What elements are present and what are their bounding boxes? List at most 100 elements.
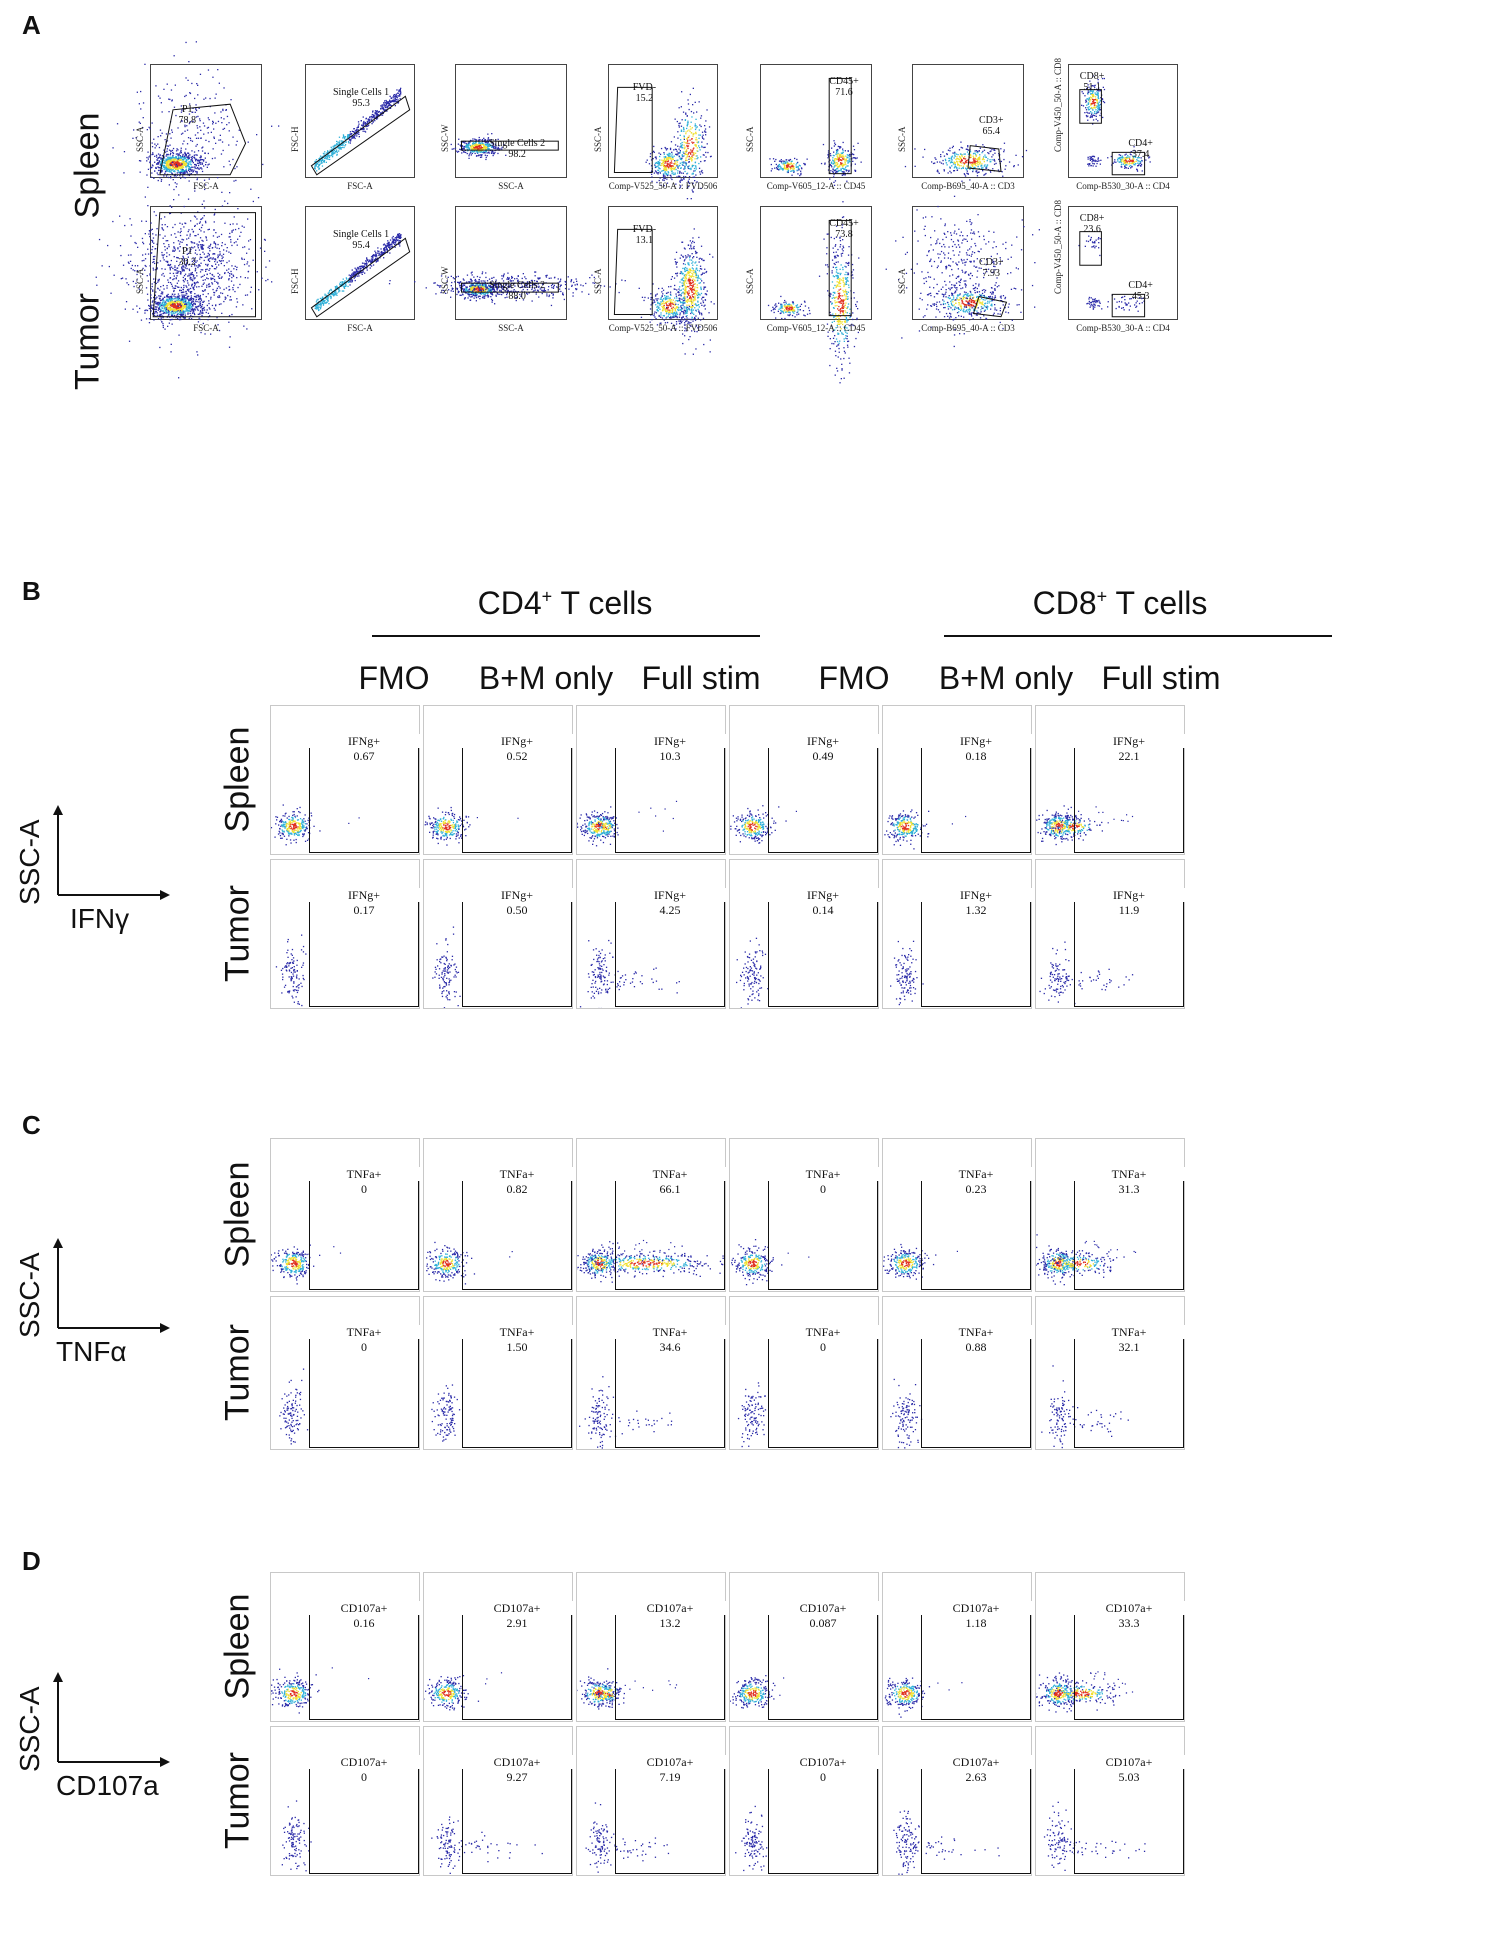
- facs-scatter: [579, 939, 680, 1008]
- facs-plot-spleen-4: IFNg+ 0.49: [729, 705, 883, 855]
- gate-percentage: 4.25: [659, 903, 681, 917]
- gate-percentage: 13.1: [635, 234, 654, 246]
- gating-row-label-spleen: Spleen: [68, 112, 107, 219]
- gate-name: TNFa+: [916, 1167, 1036, 1181]
- axis-x-label: TNFα: [56, 1336, 127, 1367]
- facs-plot-spleen-4: CD107a+ 0.087: [729, 1572, 883, 1722]
- gating-scatter: [613, 86, 712, 200]
- gate-percentage: 1.50: [506, 1340, 528, 1354]
- gate-name: CD3+: [979, 257, 1004, 269]
- facs-scatter: [577, 1668, 678, 1710]
- gate-label: CD45+ 73.8: [829, 218, 859, 240]
- gate-percentage: 2.91: [506, 1616, 528, 1630]
- condition-header-6: Full stim: [1101, 660, 1221, 696]
- gate-label: Single Cells 1 95.4: [333, 229, 389, 251]
- gating-plot-spleen-6: CD3+ 65.4 Comp-B695_40-A :: CD3 SSC-A: [897, 64, 1028, 191]
- row-label-tumor: Tumor: [218, 1324, 257, 1421]
- gate-label: CD4+ 45.3: [1128, 280, 1153, 302]
- facs-scatter: [1036, 1234, 1137, 1286]
- gating-x-axis-label: SSC-A: [498, 323, 524, 333]
- gate-percentage: 95.3: [352, 98, 370, 110]
- gate-name: CD3+: [979, 115, 1004, 127]
- facs-scatter: [730, 1675, 785, 1709]
- facs-plot-spleen-5: TNFa+ 0.23: [882, 1138, 1036, 1292]
- panel-label-d: D: [22, 1546, 41, 1576]
- gate-name: TNFa+: [304, 1167, 424, 1181]
- facs-plot-spleen-1: TNFa+ 0: [270, 1138, 424, 1292]
- gating-y-axis-label: SSC-A: [135, 126, 145, 152]
- axis-y-label: SSC-A: [14, 1252, 45, 1338]
- gate-percentage: 32.1: [1118, 1340, 1140, 1354]
- facs-plot-tumor-1: TNFa+ 0: [270, 1296, 424, 1450]
- gate-name: TNFa+: [1069, 1325, 1189, 1339]
- gating-scatter: [769, 77, 862, 186]
- facs-plot-tumor-3: TNFa+ 34.6: [576, 1296, 730, 1450]
- gate-label: CD3+ 7.93: [979, 257, 1004, 279]
- gate-name: CD107a+: [763, 1601, 883, 1615]
- axis-y-label: SSC-A: [14, 819, 45, 905]
- facs-plot-spleen-3: CD107a+ 13.2: [576, 1572, 730, 1722]
- gate-name: CD107a+: [610, 1601, 730, 1615]
- gate-percentage: 37.4: [1131, 148, 1150, 160]
- gate-percentage: 0.23: [965, 1182, 987, 1196]
- facs-plot-spleen-2: IFNg+ 0.52: [423, 705, 577, 855]
- gate-name: IFNg+: [457, 734, 577, 748]
- gating-scatter: [450, 133, 559, 161]
- gate-name: Single Cells 2: [489, 137, 546, 149]
- gating-plot-tumor-3: Single Cells 2 88.0 SSC-A SSC-W: [388, 206, 640, 333]
- gating-scatter: [388, 271, 640, 307]
- gate-label: FVD- 13.1: [633, 224, 656, 246]
- gate-percentage: 66.1: [659, 1182, 681, 1196]
- gate-percentage: 0.88: [965, 1340, 987, 1354]
- axis-y-label: SSC-A: [14, 1686, 45, 1772]
- gating-x-axis-label: FSC-A: [347, 323, 373, 333]
- gate-name: IFNg+: [1069, 734, 1189, 748]
- facs-scatter: [884, 809, 967, 850]
- gate-percentage: 9.27: [506, 1770, 528, 1784]
- gating-scatter: [1079, 75, 1151, 176]
- gating-y-axis-label: SSC-A: [897, 126, 907, 152]
- gate-name: TNFa+: [1069, 1167, 1189, 1181]
- condition-header-2: B+M only: [478, 660, 614, 696]
- gating-plot-tumor-7: CD8+ 23.6 CD4+ 45.3 Comp-B530_30-A :: CD4 Com…: [1053, 200, 1178, 333]
- facs-scatter: [577, 800, 678, 847]
- gating-y-axis-label: SSC-W: [440, 124, 450, 152]
- facs-scatter: [579, 1376, 673, 1449]
- facs-plot-spleen-1: IFNg+ 0.67: [270, 705, 424, 855]
- facs-plot-spleen-2: TNFa+ 0.82: [423, 1138, 577, 1292]
- facs-scatter: [275, 934, 307, 1007]
- gating-plot-tumor-4: FVD- 13.1 Comp-V525_50-A :: FVD506 SSC-A: [593, 206, 718, 355]
- gate-percentage: 0.82: [506, 1182, 528, 1196]
- gating-scatter: [310, 233, 411, 318]
- gate-name: IFNg+: [1069, 888, 1189, 902]
- gate-percentage: 0.67: [353, 749, 375, 763]
- facs-plot-tumor-2: CD107a+ 9.27: [423, 1726, 577, 1876]
- gating-plot-spleen-3: Single Cells 2 98.2 SSC-A SSC-W: [440, 64, 567, 191]
- gate-percentage: 7.93: [982, 268, 1001, 280]
- row-label-tumor: Tumor: [218, 1752, 257, 1849]
- facs-scatter: [271, 1667, 370, 1714]
- gate-name: Single Cells 1: [333, 229, 390, 241]
- facs-scatter: [1041, 1365, 1129, 1449]
- gate-percentage: 10.3: [659, 749, 681, 763]
- facs-scatter: [890, 940, 924, 1006]
- gating-scatter: [310, 87, 411, 176]
- gate-name: IFNg+: [763, 734, 883, 748]
- gate-label: CD45+ 71.6: [829, 76, 859, 98]
- gate-name: CD8+: [1079, 212, 1105, 224]
- facs-plot-spleen-6: CD107a+ 33.3: [1035, 1572, 1189, 1722]
- gate-name: CD107a+: [304, 1755, 424, 1769]
- facs-scatter: [884, 1677, 963, 1718]
- gate-percentage: 0.49: [812, 749, 834, 763]
- gate-name: TNFa+: [610, 1167, 730, 1181]
- gate-percentage: 0.18: [965, 749, 987, 763]
- panel-label-c: C: [22, 1110, 41, 1140]
- facs-scatter: [424, 1672, 503, 1711]
- gate-percentage: 22.1: [1118, 749, 1140, 763]
- gate-name: CD107a+: [916, 1755, 1036, 1769]
- gating-plot-tumor-1: P1 30.2 FSC-A SSC-A: [95, 177, 273, 379]
- gate-percentage: 0: [361, 1770, 367, 1784]
- axis-diagram: [52, 1672, 172, 1787]
- gate-name: P1: [181, 104, 193, 116]
- gating-scatter: [613, 228, 715, 355]
